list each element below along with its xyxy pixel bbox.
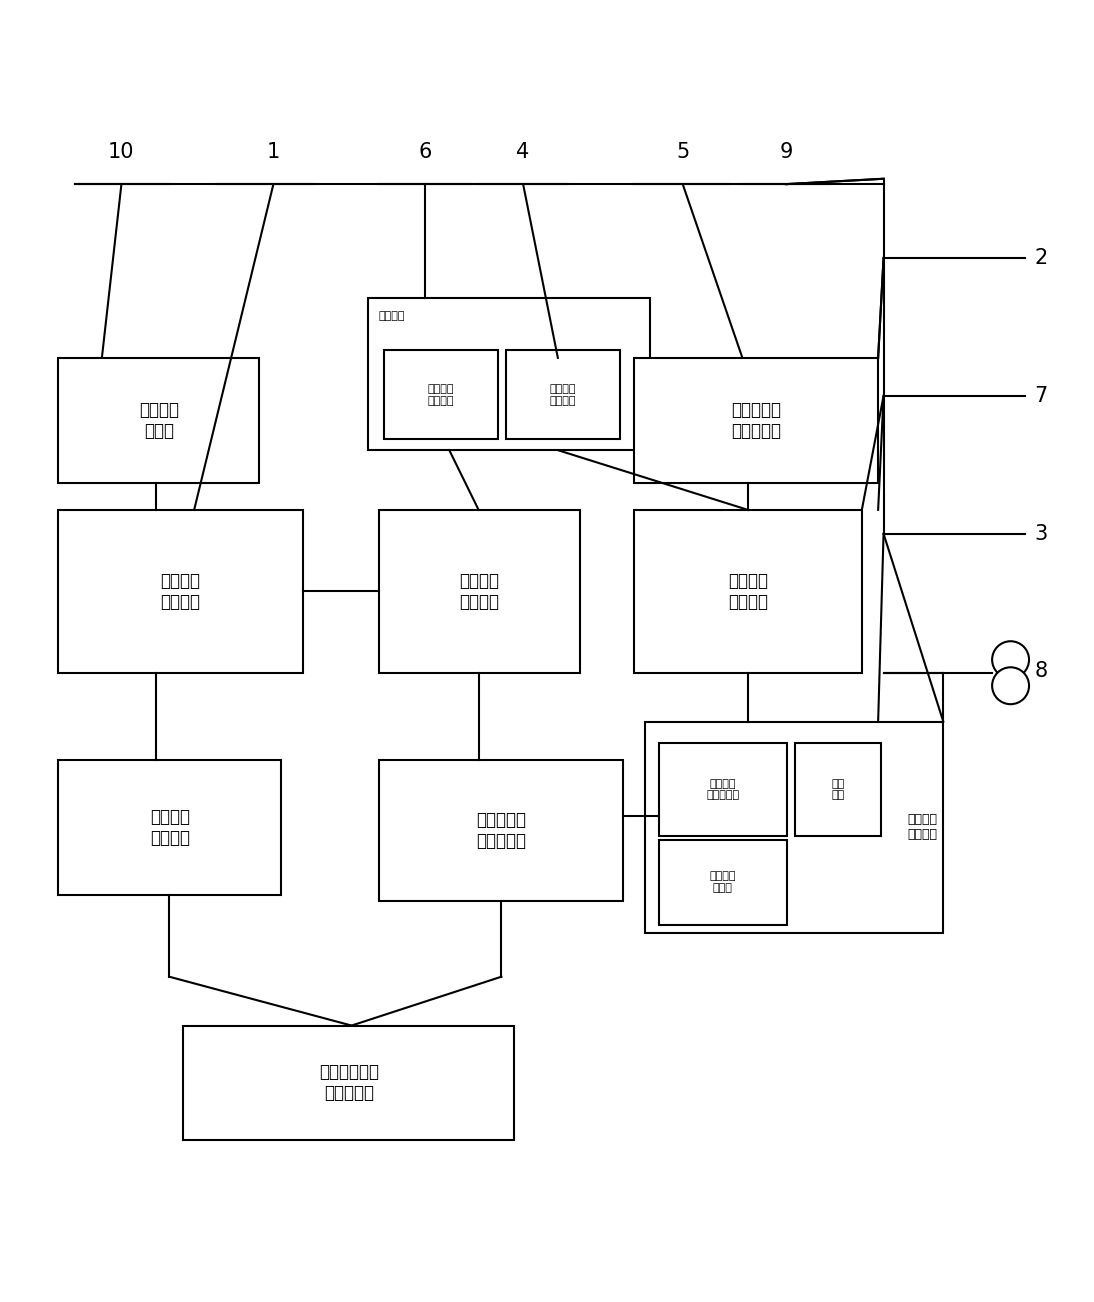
Text: 8: 8 — [1035, 660, 1048, 681]
Text: 6: 6 — [419, 142, 432, 161]
Text: 外部接口
电路模块: 外部接口 电路模块 — [908, 814, 938, 841]
Text: 外部继电
器接口电路: 外部继电 器接口电路 — [707, 779, 740, 801]
Bar — [379, 510, 580, 673]
Text: 手动启动
电路模块: 手动启动 电路模块 — [150, 809, 189, 846]
Circle shape — [992, 668, 1029, 704]
Bar — [384, 350, 498, 439]
Bar — [379, 759, 622, 901]
Text: 报警控制
器接口: 报警控制 器接口 — [710, 871, 736, 893]
Text: 控制部分
电源电路: 控制部分 电源电路 — [428, 384, 454, 406]
Bar — [794, 743, 882, 836]
Text: 7: 7 — [1034, 385, 1048, 406]
Bar — [505, 350, 619, 439]
Bar — [644, 721, 943, 934]
Bar — [659, 743, 787, 836]
Circle shape — [992, 641, 1029, 678]
Bar — [58, 759, 281, 896]
Bar — [58, 510, 303, 673]
Bar — [633, 358, 878, 483]
Text: 9: 9 — [779, 142, 792, 161]
Text: 检测接地故
障电路模块: 检测接地故 障电路模块 — [731, 401, 781, 440]
Text: 1: 1 — [267, 142, 280, 161]
Text: 电源模块: 电源模块 — [379, 311, 405, 322]
Text: 反馈灯电
路模块: 反馈灯电 路模块 — [139, 401, 179, 440]
Text: 采集部分
电源电路: 采集部分 电源电路 — [549, 384, 577, 406]
Text: 5: 5 — [676, 142, 689, 161]
Bar — [633, 510, 862, 673]
Bar — [184, 1026, 514, 1139]
Text: 隔离通讯
电路模块: 隔离通讯 电路模块 — [459, 572, 499, 611]
Text: 报警控制器通
讯电路模块: 报警控制器通 讯电路模块 — [318, 1064, 379, 1101]
Bar — [659, 840, 787, 924]
Text: 状态采集
电路模块: 状态采集 电路模块 — [728, 572, 768, 611]
Text: 系统控制
电路模块: 系统控制 电路模块 — [161, 572, 200, 611]
Bar — [368, 298, 650, 450]
Text: 电源
接口: 电源 接口 — [831, 779, 845, 801]
Bar — [58, 358, 259, 483]
Text: 2: 2 — [1034, 247, 1048, 268]
Text: 3: 3 — [1034, 523, 1048, 544]
Text: 10: 10 — [108, 142, 135, 161]
Text: 4: 4 — [516, 142, 529, 161]
Text: 多路控制启
动电路模块: 多路控制启 动电路模块 — [476, 811, 526, 849]
